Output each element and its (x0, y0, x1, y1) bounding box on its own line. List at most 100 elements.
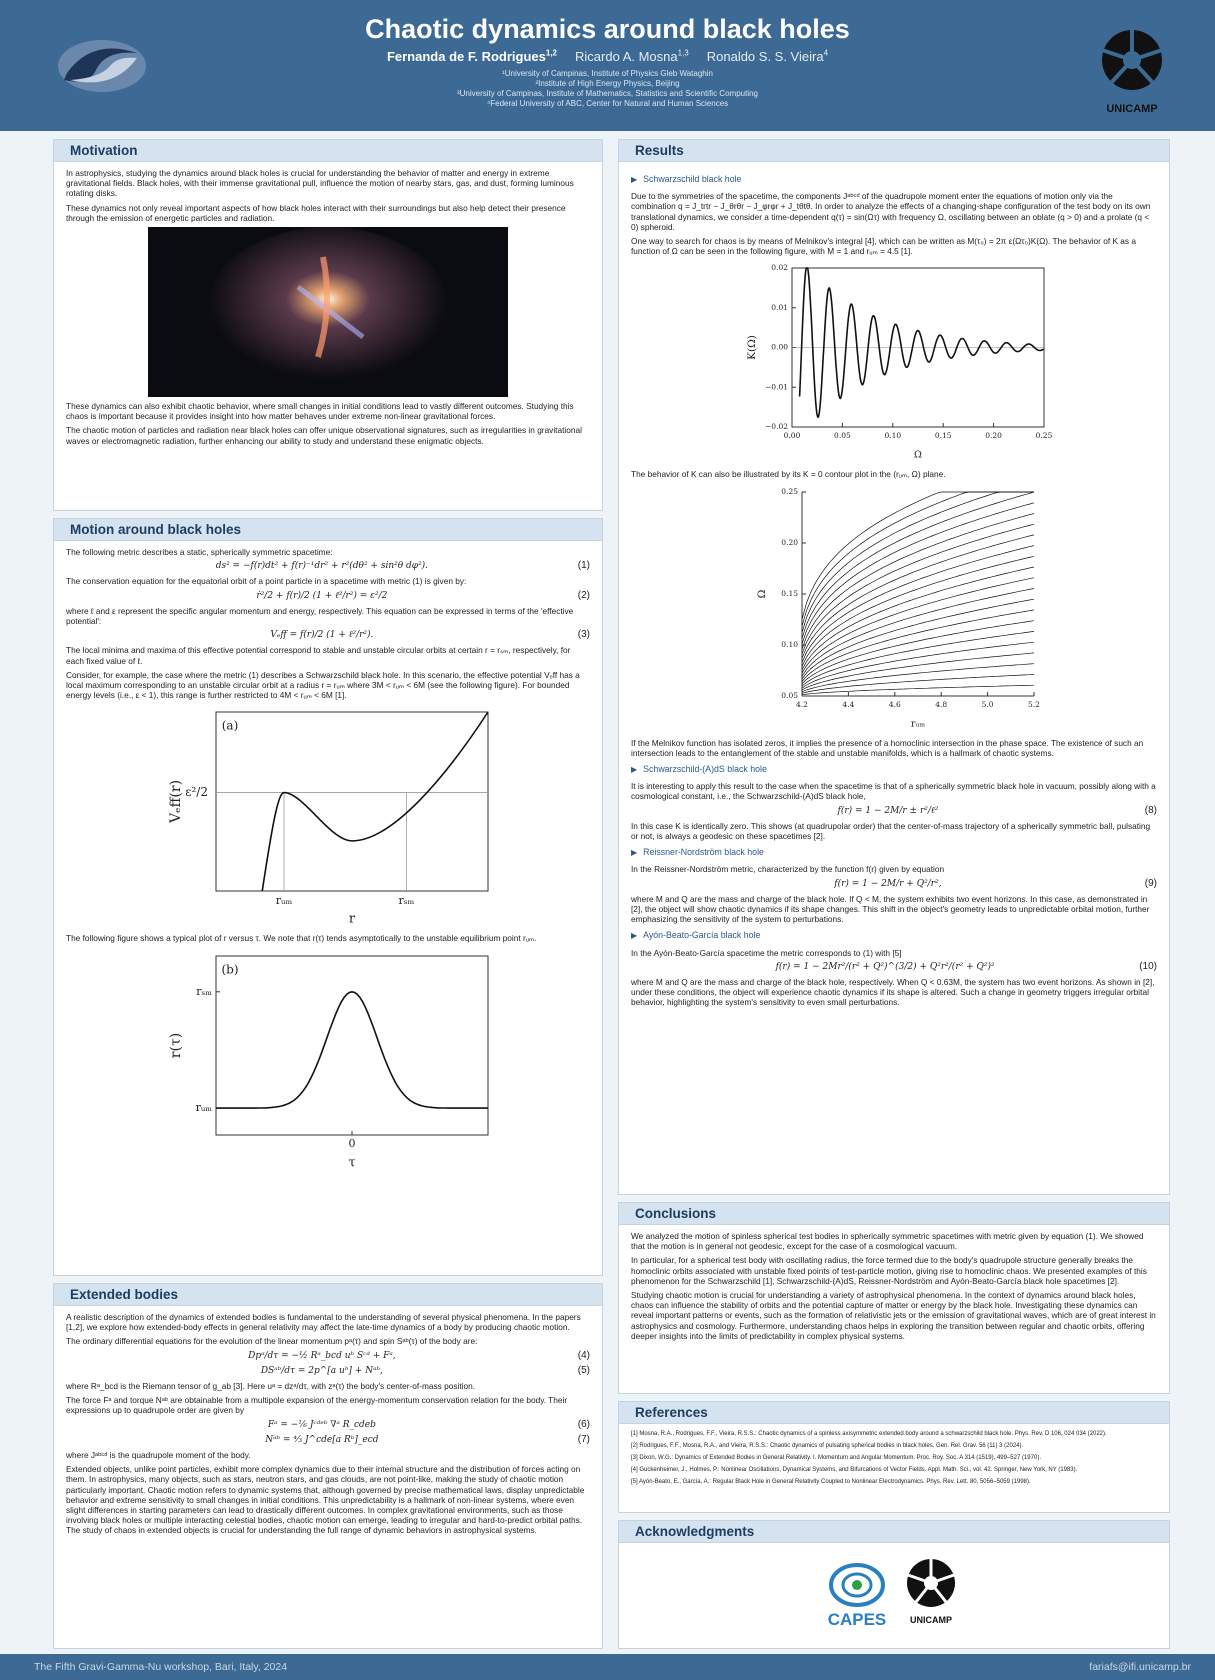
contour-line (802, 631, 1034, 686)
author: Fernanda de F. Rodrigues1,2 (387, 49, 557, 64)
x-tick-label: rₛₘ (399, 894, 415, 907)
y-axis-label: K(Ω) (746, 336, 758, 361)
x-tick-label: 0.05 (834, 431, 851, 440)
equation: DSᵃᵇ/dτ = 2p^[a uᵇ] + Nᵃᵇ,(5) (66, 1366, 590, 1376)
y-axis-label: Vₑff(r) (168, 780, 184, 824)
contact-email: fariafs@ifi.unicamp.br (1089, 1661, 1191, 1673)
x-tick-label: 5.0 (982, 700, 994, 709)
x-axis-label: r (349, 912, 356, 927)
x-tick-label: 0.20 (985, 431, 1002, 440)
reference: [2] Rodrigues, F.F., Mosna, R.A., and Vi… (631, 1442, 1157, 1450)
paragraph: In astrophysics, studying the dynamics a… (66, 168, 590, 199)
trajectory-curve (216, 991, 488, 1107)
equation-expression: DSᵃᵇ/dτ = 2p^[a uᵇ] + Nᵃᵇ, (66, 1366, 578, 1376)
y-tick-label: 0.00 (771, 343, 788, 352)
affiliation: ⁴Federal University of ABC, Center for N… (0, 99, 1215, 109)
y-tick-label: 0.20 (781, 538, 798, 547)
x-tick-label: 0.25 (1036, 431, 1053, 440)
x-tick-label: 4.6 (889, 700, 901, 709)
x-tick-label: 5.2 (1028, 700, 1040, 709)
equation-expression: Fᵃ = −⅙ Jᶜᵈᵉᵇ ∇ᵃ R_cdeb (66, 1420, 578, 1430)
equation: Vₑff = f(r)/2 (1 + ℓ²/r²).(3) (66, 630, 590, 640)
contour-line (802, 685, 1034, 695)
institute-logo (52, 28, 152, 103)
equation-expression: Nᵃᵇ = ⁴⁄₃ J^cde[a Rᵇ]_ecd (66, 1435, 578, 1445)
x-axis-label: Ω (914, 450, 922, 461)
contour-line (802, 610, 1034, 682)
paragraph: The ordinary differential equations for … (66, 1336, 590, 1346)
paragraph: where M and Q are the mass and charge of… (631, 894, 1157, 925)
y-tick-label: −0.01 (765, 383, 788, 392)
paragraph: The behavior of K can also be illustrate… (631, 469, 1157, 479)
y-tick-label: rₛₘ (196, 984, 212, 997)
x-tick-label: 0.10 (884, 431, 901, 440)
paragraph: In the Ayón-Beato-García spacetime the m… (631, 948, 1157, 958)
paragraph: We analyzed the motion of spinless spher… (631, 1231, 1157, 1251)
paragraph: The local minima and maxima of this effe… (66, 645, 590, 665)
paragraph: In particular, for a spherical test body… (631, 1255, 1157, 1286)
equation: ṙ²/2 + f(r)/2 (1 + ℓ²/r²) = ε²/2(2) (66, 591, 590, 601)
paragraph: Due to the symmetries of the spacetime, … (631, 191, 1157, 232)
author-affiliation: 4 (824, 49, 828, 58)
funding-logos: CAPES UNICAMP (619, 1543, 1170, 1647)
reference: [1] Mosna, R.A., Rodrigues, F.F., Vieira… (631, 1430, 1157, 1438)
x-axis-label: τ (348, 1155, 355, 1170)
plot-frame (216, 712, 488, 891)
subheading: Ayón-Beato-García black hole (631, 930, 1157, 941)
section-heading: Motion around black holes (54, 519, 602, 541)
author-affiliation: 1,2 (546, 49, 557, 58)
equation: f(r) = 1 − 2M/r ± r²/ℓ²(8) (631, 806, 1157, 816)
equation-expression: ds² = −f(r)dt² + f(r)⁻¹dr² + r²(dθ² + si… (66, 561, 578, 571)
author-name: Fernanda de F. Rodrigues (387, 49, 546, 64)
affiliation: ²Institute of High Energy Physics, Beiji… (0, 79, 1215, 89)
paragraph: These dynamics can also exhibit chaotic … (66, 401, 590, 421)
x-tick-label: 0.15 (935, 431, 952, 440)
contour-line (802, 492, 1034, 619)
equation-number: (9) (1145, 879, 1157, 889)
x-tick-label: 0.00 (784, 431, 801, 440)
subheading: Schwarzschild black hole (631, 174, 1157, 185)
conclusions-section: Conclusions We analyzed the motion of sp… (618, 1202, 1170, 1394)
affiliation: ³University of Campinas, Institute of Ma… (0, 89, 1215, 99)
motion-section: Motion around black holes The following … (53, 518, 603, 1276)
equation-number: (5) (578, 1366, 590, 1376)
paragraph: where M and Q are the mass and charge of… (631, 977, 1157, 1008)
equation-expression: ṙ²/2 + f(r)/2 (1 + ℓ²/r²) = ε²/2 (66, 591, 578, 601)
contour-line (802, 567, 1034, 670)
paragraph: The following metric describes a static,… (66, 547, 590, 557)
paragraph: where Jᵃᵇᶜᵈ is the quadrupole moment of … (66, 1450, 590, 1460)
contour-line (802, 653, 1034, 690)
paragraph: Studying chaotic motion is crucial for u… (631, 1290, 1157, 1341)
logo-text: UNICAMP (1106, 103, 1157, 115)
melnikov-curve (800, 268, 1044, 417)
subheading: Schwarzschild-(A)dS black hole (631, 764, 1157, 775)
paragraph: where ℓ and ε represent the specific ang… (66, 606, 590, 626)
contour-line (802, 599, 1034, 679)
reference-list: [1] Mosna, R.A., Rodrigues, F.F., Vieira… (619, 1424, 1169, 1494)
subheading: Reissner-Nordström black hole (631, 847, 1157, 858)
equation: ds² = −f(r)dt² + f(r)⁻¹dr² + r²(dθ² + si… (66, 561, 590, 571)
paragraph: In this case K is identically zero. This… (631, 821, 1157, 841)
header: Chaotic dynamics around black holes Fern… (0, 0, 1215, 131)
motivation-section: Motivation In astrophysics, studying the… (53, 139, 603, 511)
author-affiliation: 1,3 (678, 49, 689, 58)
extended-section: Extended bodies A realistic description … (53, 1283, 603, 1649)
references-section: References [1] Mosna, R.A., Rodrigues, F… (618, 1401, 1170, 1513)
equation-number: (8) (1145, 806, 1157, 816)
event-name: The Fifth Gravi-Gamma-Nu workshop, Bari,… (34, 1661, 287, 1673)
author: Ricardo A. Mosna1,3 (575, 49, 689, 64)
contour-line (802, 545, 1034, 662)
y-axis-label: r(τ) (168, 1032, 184, 1057)
potential-curve (262, 712, 488, 891)
equation-number: (7) (578, 1435, 590, 1445)
author-name: Ronaldo S. S. Vieira (707, 49, 824, 64)
paragraph: The following figure shows a typical plo… (66, 933, 590, 943)
affiliations: ¹University of Campinas, Institute of Ph… (0, 69, 1215, 109)
y-tick-label: 0.15 (781, 589, 798, 598)
section-heading: Extended bodies (54, 1284, 602, 1306)
y-axis-label: Ω (756, 589, 768, 598)
equation: Dpᵃ/dτ = −½ Rᵃ_bcd uᵇ Sᶜᵈ + Fᵃ,(4) (66, 1351, 590, 1361)
section-heading: Motivation (54, 140, 602, 162)
paragraph: If the Melnikov function has isolated ze… (631, 738, 1157, 758)
